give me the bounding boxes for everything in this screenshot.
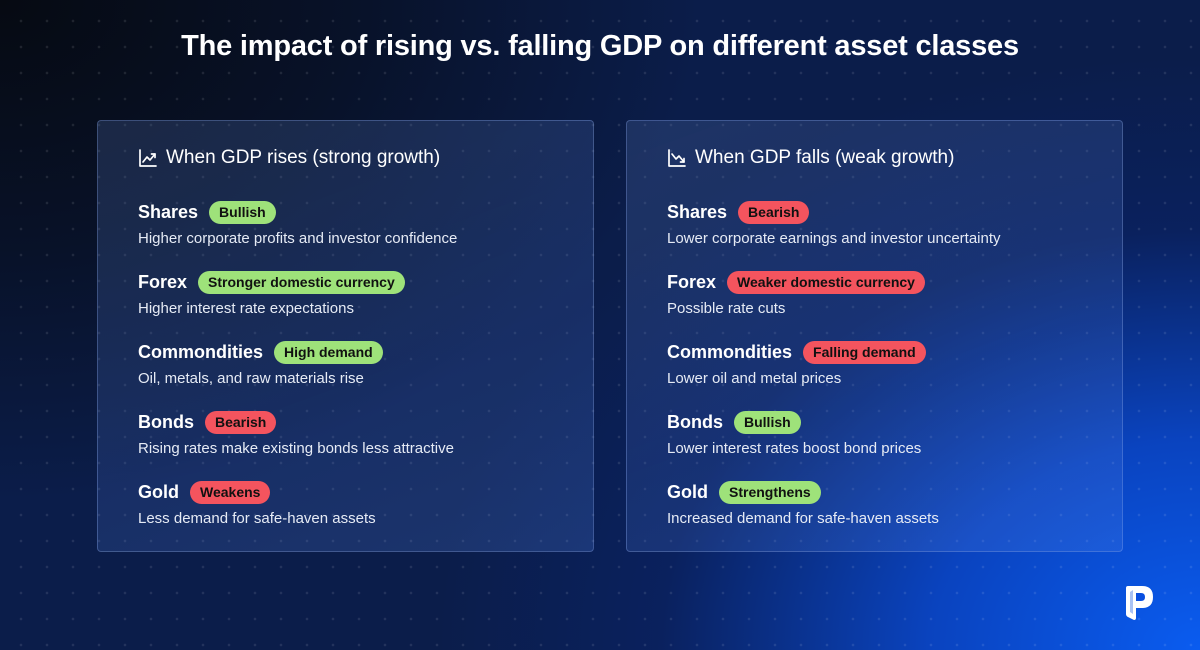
list-item: Shares Bearish Lower corporate earnings … xyxy=(667,199,1001,247)
list-item: Forex Weaker domestic currency Possible … xyxy=(667,269,925,317)
asset-name: Commondities xyxy=(138,341,264,362)
status-badge: Weaker domestic currency xyxy=(727,270,925,294)
brand-p-logo-icon xyxy=(1126,586,1153,620)
asset-name: Gold xyxy=(138,481,179,502)
page-title: The impact of rising vs. falling GDP on … xyxy=(181,30,1019,62)
gdp-falls-title: When GDP falls (weak growth) xyxy=(695,147,955,168)
status-badge: Stronger domestic currency xyxy=(198,270,405,294)
list-item: Forex Stronger domestic currency Higher … xyxy=(138,269,405,317)
asset-name: Bonds xyxy=(667,411,723,432)
status-badge: High demand xyxy=(274,340,383,364)
list-item: Bonds Bullish Lower interest rates boost… xyxy=(667,409,921,457)
asset-name: Commondities xyxy=(667,341,793,362)
status-badge: Bullish xyxy=(209,200,276,224)
asset-description: Possible rate cuts xyxy=(667,300,786,317)
asset-name: Forex xyxy=(667,271,717,292)
asset-description: Less demand for safe-haven assets xyxy=(138,510,376,527)
list-item: Shares Bullish Higher corporate profits … xyxy=(138,199,457,247)
asset-description: Rising rates make existing bonds less at… xyxy=(138,440,454,457)
gdp-rises-header: When GDP rises (strong growth) xyxy=(138,147,440,169)
chart-down-icon xyxy=(668,149,686,167)
list-item: Gold Weakens Less demand for safe-haven … xyxy=(138,479,376,527)
list-item: Gold Strengthens Increased demand for sa… xyxy=(667,479,939,527)
asset-description: Higher interest rate expectations xyxy=(138,300,354,317)
status-badge: Strengthens xyxy=(719,480,821,504)
asset-description: Lower corporate earnings and investor un… xyxy=(667,230,1001,247)
asset-description: Higher corporate profits and investor co… xyxy=(138,230,458,247)
chart-up-icon xyxy=(139,149,157,167)
asset-description: Increased demand for safe-haven assets xyxy=(667,510,939,527)
asset-name: Forex xyxy=(138,271,188,292)
list-item: Commondities High demand Oil, metals, an… xyxy=(138,339,383,387)
status-badge: Weakens xyxy=(190,480,271,504)
list-item: Bonds Bearish Rising rates make existing… xyxy=(138,409,454,457)
asset-name: Bonds xyxy=(138,411,194,432)
status-badge: Bearish xyxy=(205,410,277,434)
asset-name: Shares xyxy=(667,201,728,222)
asset-description: Lower interest rates boost bond prices xyxy=(667,440,922,457)
gdp-rises-card: When GDP rises (strong growth) Shares Bu… xyxy=(97,120,594,552)
asset-name: Gold xyxy=(667,481,708,502)
status-badge: Falling demand xyxy=(803,340,926,364)
status-badge: Bullish xyxy=(734,410,801,434)
gdp-rises-title: When GDP rises (strong growth) xyxy=(166,147,441,168)
asset-description: Oil, metals, and raw materials rise xyxy=(138,370,364,387)
gdp-falls-card: When GDP falls (weak growth) Shares Bear… xyxy=(626,120,1123,552)
gdp-falls-header: When GDP falls (weak growth) xyxy=(667,147,954,169)
list-item: Commondities Falling demand Lower oil an… xyxy=(667,339,926,387)
asset-name: Shares xyxy=(138,201,199,222)
asset-description: Lower oil and metal prices xyxy=(667,370,842,387)
status-badge: Bearish xyxy=(738,200,810,224)
